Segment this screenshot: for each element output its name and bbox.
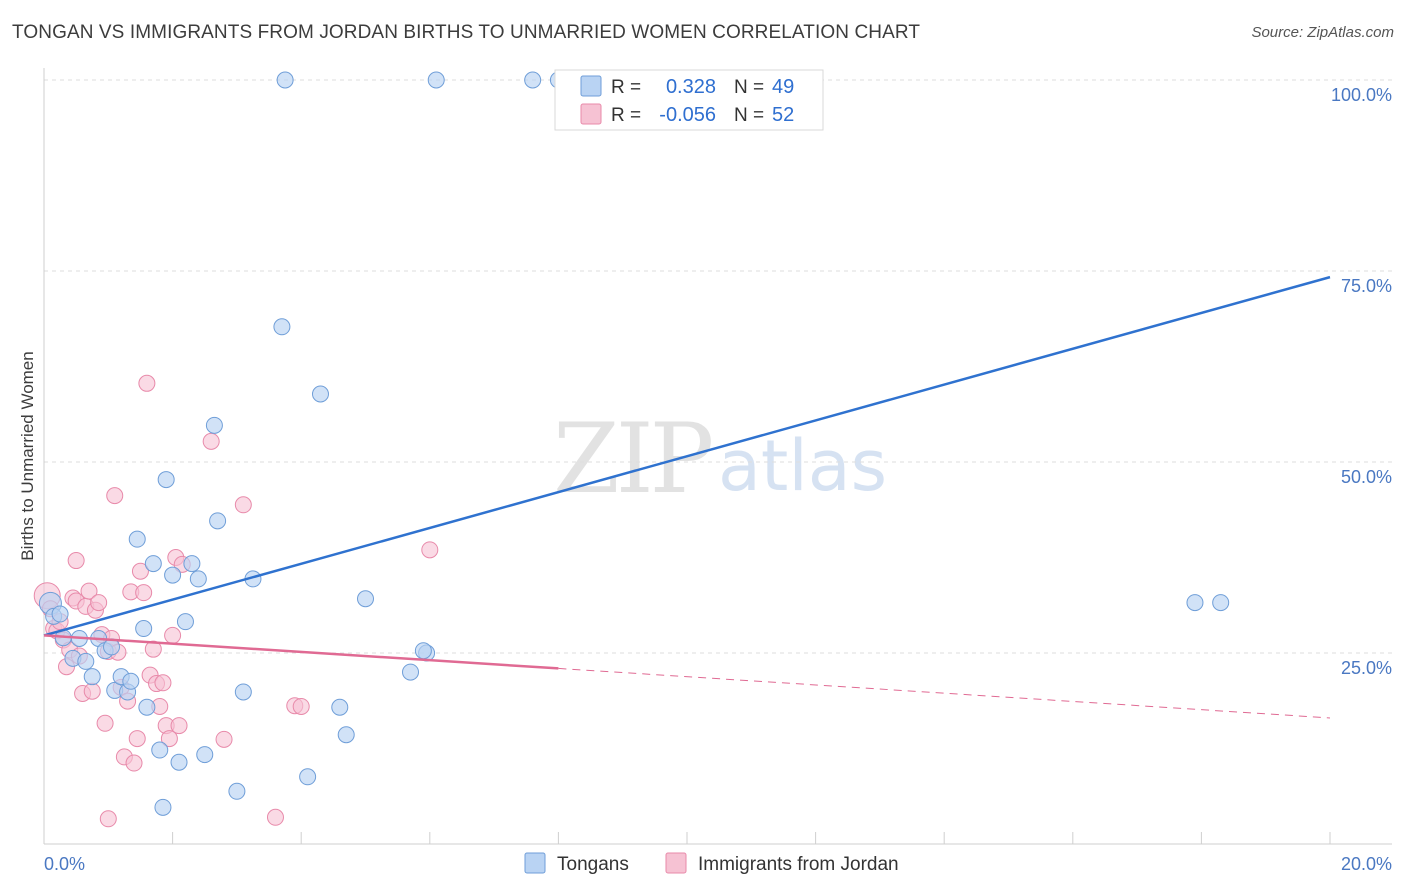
point-tongans bbox=[122, 672, 140, 690]
y-tick-labels: 100.0% 75.0% 50.0% 25.0% bbox=[1331, 85, 1392, 678]
point-tongans bbox=[209, 512, 227, 530]
point-jordan bbox=[138, 374, 156, 392]
y-axis-label: Births to Unmarried Women bbox=[18, 351, 37, 560]
point-tongans bbox=[138, 698, 156, 716]
bottom-legend-label-tongans: Tongans bbox=[557, 854, 629, 875]
gridlines bbox=[44, 79, 1392, 654]
point-jordan bbox=[164, 626, 182, 644]
point-jordan bbox=[131, 562, 149, 580]
point-tongans bbox=[77, 652, 95, 670]
point-jordan bbox=[135, 584, 153, 602]
point-jordan bbox=[125, 754, 143, 772]
stats-legend: R = 0.328 N = 49 R = -0.056 N = 52 bbox=[554, 69, 824, 131]
point-tongans bbox=[154, 798, 172, 816]
point-jordan bbox=[67, 552, 85, 570]
point-jordan bbox=[99, 810, 117, 828]
point-jordan bbox=[154, 674, 172, 692]
y-tick-label-50: 50.0% bbox=[1341, 467, 1392, 487]
trend-lines bbox=[43, 275, 1331, 719]
point-tongans bbox=[183, 555, 201, 573]
stats-legend-r-value-jordan: -0.056 bbox=[659, 104, 716, 126]
point-tongans bbox=[83, 668, 101, 686]
watermark-atlas: atlas bbox=[718, 425, 887, 507]
point-tongans bbox=[427, 71, 445, 89]
x-tick-label-max: 20.0% bbox=[1341, 854, 1392, 874]
y-tick-label-25: 25.0% bbox=[1341, 658, 1392, 678]
y-tick-label-75: 75.0% bbox=[1341, 276, 1392, 296]
watermark-zip: ZIP bbox=[553, 403, 712, 515]
point-tongans bbox=[276, 71, 294, 89]
point-tongans bbox=[228, 782, 246, 800]
stats-legend-r-label-jordan: R = bbox=[611, 105, 641, 126]
bottom-legend-label-jordan: Immigrants from Jordan bbox=[698, 854, 899, 875]
x-ticks bbox=[43, 832, 1331, 844]
point-tongans bbox=[273, 318, 291, 336]
point-jordan bbox=[83, 682, 101, 700]
stats-legend-swatch-jordan bbox=[580, 103, 602, 125]
stats-legend-swatch-tongans bbox=[580, 75, 602, 97]
point-jordan bbox=[106, 487, 124, 505]
chart-title: TONGAN VS IMMIGRANTS FROM JORDAN BIRTHS … bbox=[12, 22, 921, 43]
stats-legend-n-label-tongans: N = bbox=[734, 77, 764, 98]
point-tongans bbox=[170, 753, 188, 771]
x-tick-label-min: 0.0% bbox=[44, 854, 85, 874]
point-jordan bbox=[90, 594, 108, 612]
stats-legend-r-value-tongans: 0.328 bbox=[666, 76, 716, 98]
point-tongans bbox=[524, 71, 542, 89]
point-tongans bbox=[135, 620, 153, 638]
point-jordan bbox=[266, 808, 284, 826]
point-jordan bbox=[160, 730, 178, 748]
point-tongans bbox=[196, 746, 214, 764]
bottom-legend-swatch-tongans bbox=[524, 852, 546, 874]
point-tongans bbox=[299, 768, 317, 786]
point-tongans bbox=[311, 385, 329, 403]
point-jordan bbox=[80, 582, 98, 600]
point-jordan bbox=[202, 432, 220, 450]
trend-line-jordan bbox=[43, 634, 559, 670]
point-tongans bbox=[189, 570, 207, 588]
bottom-legend-swatch-jordan bbox=[665, 852, 687, 874]
y-tick-label-100: 100.0% bbox=[1331, 85, 1392, 105]
point-tongans bbox=[176, 613, 194, 631]
point-tongans bbox=[144, 555, 162, 573]
point-jordan bbox=[170, 717, 188, 735]
point-tongans bbox=[331, 698, 349, 716]
point-tongans bbox=[337, 726, 355, 744]
trend-line-tongans bbox=[43, 275, 1331, 637]
point-tongans bbox=[128, 530, 146, 548]
stats-legend-n-value-tongans: 49 bbox=[772, 76, 794, 98]
point-tongans bbox=[402, 663, 420, 681]
point-tongans bbox=[205, 416, 223, 434]
point-tongans bbox=[164, 566, 182, 584]
point-tongans bbox=[51, 605, 69, 623]
point-tongans bbox=[151, 741, 169, 759]
point-jordan bbox=[96, 714, 114, 732]
point-tongans bbox=[414, 642, 432, 660]
point-jordan bbox=[144, 640, 162, 658]
point-tongans bbox=[234, 683, 252, 701]
chart-source: Source: ZipAtlas.com bbox=[1251, 24, 1394, 41]
point-tongans bbox=[1212, 594, 1230, 612]
point-tongans bbox=[1186, 594, 1204, 612]
series-jordan-points bbox=[33, 374, 439, 828]
stats-legend-n-value-jordan: 52 bbox=[772, 104, 794, 126]
bottom-legend: Tongans Immigrants from Jordan bbox=[524, 852, 899, 875]
point-tongans bbox=[157, 471, 175, 489]
point-jordan bbox=[292, 697, 310, 715]
point-jordan bbox=[128, 730, 146, 748]
trend-line-jordan-extension bbox=[558, 667, 1331, 719]
point-jordan bbox=[215, 730, 233, 748]
point-tongans bbox=[357, 590, 374, 608]
stats-legend-r-label-tongans: R = bbox=[611, 77, 641, 98]
point-jordan bbox=[421, 541, 439, 559]
stats-legend-n-label-jordan: N = bbox=[734, 105, 764, 126]
point-jordan bbox=[234, 496, 252, 514]
